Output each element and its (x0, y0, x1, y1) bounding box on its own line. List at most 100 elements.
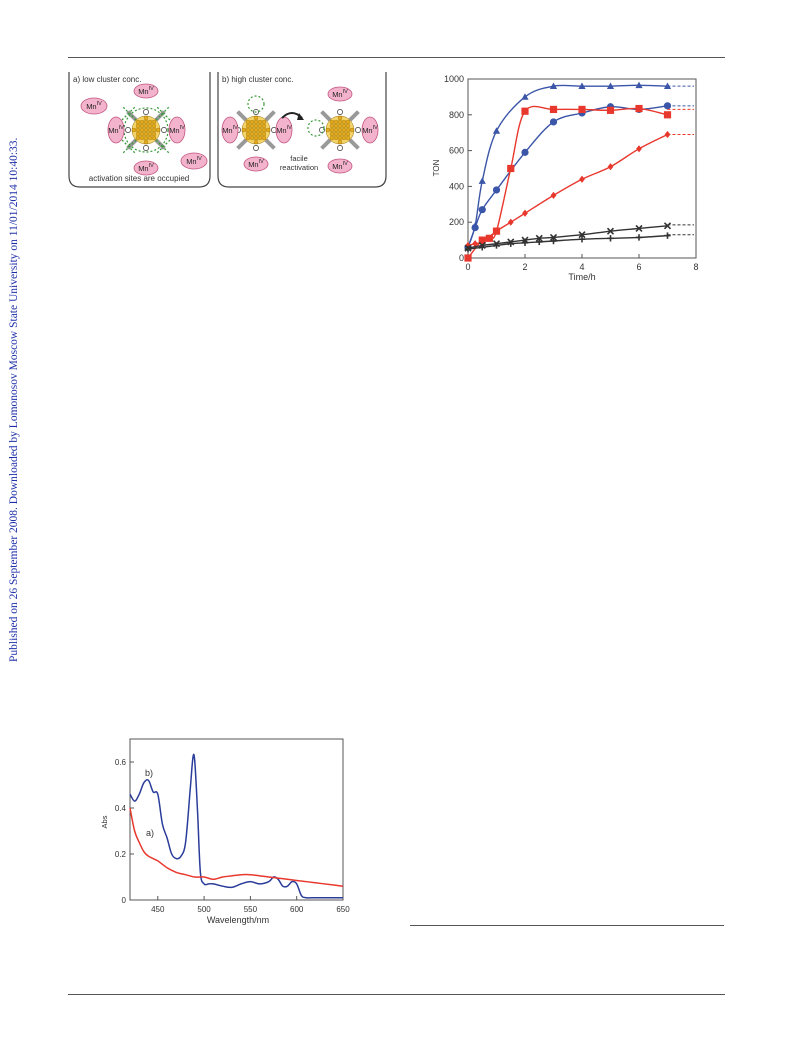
cluster-a-core-atom (139, 123, 145, 129)
mn-ion-b1-left-sup: IV (233, 125, 239, 131)
mn-ion-a-free-1 (80, 97, 108, 115)
diamond-marker (636, 145, 642, 153)
cluster-a-core-atom (151, 127, 157, 133)
square-marker (485, 234, 493, 242)
cluster-b1-spoke (236, 110, 248, 122)
cluster-b1-core-atom (249, 123, 255, 129)
cluster-a-core-atom (135, 119, 141, 125)
abs-series-line-1 (129, 807, 344, 887)
diamond-marker (664, 130, 671, 139)
mn-ion-a-bottom-label: MnIV (138, 163, 154, 173)
cluster-a-core-atom (135, 127, 141, 133)
green-hatch (155, 105, 171, 121)
abs-series (129, 753, 344, 899)
column-rule (410, 925, 724, 926)
cluster-b1-core-atom (245, 123, 251, 129)
cross-marker (635, 224, 643, 233)
mn-ion-b2-right-label: MnIV (362, 125, 378, 135)
x-tick-label: 600 (290, 905, 304, 914)
cluster-b2-core-atom (345, 135, 351, 141)
abs-x-label: Wavelength/nm (207, 915, 269, 925)
triangle-marker (492, 127, 501, 134)
cluster-b2-spoke (320, 110, 332, 122)
cluster-b1-core-atom (245, 119, 251, 125)
mn-ion-a-left (107, 116, 125, 144)
cluster-a-core-atom (135, 131, 141, 137)
mn-ion-b2-top-label: MnIV (332, 89, 348, 99)
cluster-b2-core-atom (329, 119, 335, 125)
y-tick-label: 0.4 (115, 804, 127, 813)
mn-ion-a-top (133, 83, 159, 99)
ton-series (464, 81, 694, 262)
cluster-b1-core-atom (249, 127, 255, 133)
panel-b-frame (217, 72, 387, 188)
cluster-b2-core-atom (333, 119, 339, 125)
mn-ion-b1-left-label: MnIV (222, 125, 238, 135)
circle-marker (663, 102, 672, 110)
cross-marker (578, 231, 586, 239)
mn-ion-a-right-label: MnIV (169, 125, 185, 135)
cluster-b1-core-atom (261, 131, 267, 137)
cluster-b1-core-atom (245, 127, 251, 133)
triangle-marker (478, 177, 486, 184)
cluster-a-core-atom (147, 135, 153, 141)
y-tick-label: 0 (459, 253, 464, 263)
panel-a-title: a) low cluster conc. (73, 75, 141, 84)
cluster-b1-oxygen (253, 145, 259, 151)
cluster-b1-core-atom (253, 135, 259, 141)
mn-ion-b1-right-sup: IV (287, 125, 293, 131)
mn-ion-a-top-sup: IV (149, 86, 155, 92)
cluster-b1-core-atom (265, 127, 271, 133)
cluster-b1-spoke (236, 138, 248, 150)
circle-marker (478, 206, 486, 214)
cluster-b1-core-atom (253, 127, 259, 133)
cluster-b1-core-atom (257, 119, 263, 125)
cluster-b2-core-atom (337, 115, 343, 121)
cluster-b1-spoke (264, 110, 276, 122)
diamond-marker (493, 227, 500, 235)
cluster-a-core-atom (151, 119, 157, 125)
panel-b-art: MnIV MnIV MnIV MnIV MnIV MnIV (221, 86, 379, 174)
abs-series-label-a: a) (146, 828, 154, 838)
cluster-b2-core-atom (337, 131, 343, 137)
cluster-b2-core-atom (341, 131, 347, 137)
mn-ion-b1-bottom-label: MnIV (248, 159, 264, 169)
green-hatch (121, 105, 137, 121)
circle-marker (521, 148, 529, 156)
diamond-marker (522, 209, 528, 217)
circle-marker (471, 223, 479, 232)
cluster-a-core-atom (139, 131, 145, 137)
abs-y-label: Abs (100, 815, 109, 828)
cluster-b2-core-atom (337, 135, 343, 141)
cluster-b2-oxygen (337, 109, 343, 115)
footer-rule (68, 994, 725, 995)
reaction-scheme: a) low cluster conc. b) high cluster con… (68, 72, 387, 188)
panel-a-frame (68, 72, 211, 188)
cluster-b1-core-atom (253, 119, 259, 125)
cluster-b2-core-atom (337, 127, 343, 133)
square-marker (549, 105, 558, 114)
triangle-marker (663, 82, 672, 90)
cluster-a-oxygen (143, 109, 149, 115)
mn-ion-a-bottom-sup: IV (149, 163, 155, 169)
cluster-b2-oxygen (337, 145, 343, 151)
cluster-a-core-atom (143, 139, 149, 145)
x-tick-label: 4 (579, 262, 584, 272)
cluster-b2-core-atom (349, 127, 355, 133)
x-tick-label: 6 (636, 262, 641, 272)
cluster-a-core-atom (135, 135, 141, 141)
square-marker (464, 254, 472, 262)
mn-ion-a-free-2-sup: IV (197, 156, 203, 162)
y-tick-label: 600 (449, 146, 464, 156)
cluster-b1-core-atom (253, 131, 259, 137)
cluster-a-core-atom (147, 123, 153, 129)
cluster-a-core-atom (139, 119, 145, 125)
cluster-a-core-atom (143, 127, 149, 133)
y-tick-label: 0.2 (115, 850, 127, 859)
diamond-marker (607, 163, 614, 171)
ton-ticks: 0 2 4 6 8 0 200 400 600 800 1000 (444, 74, 699, 272)
cluster-a-core-atom (131, 127, 137, 133)
cluster-a-core-atom (155, 127, 161, 133)
mn-ion-b2-bottom-sup: IV (343, 161, 349, 167)
triangle-marker (635, 81, 643, 89)
